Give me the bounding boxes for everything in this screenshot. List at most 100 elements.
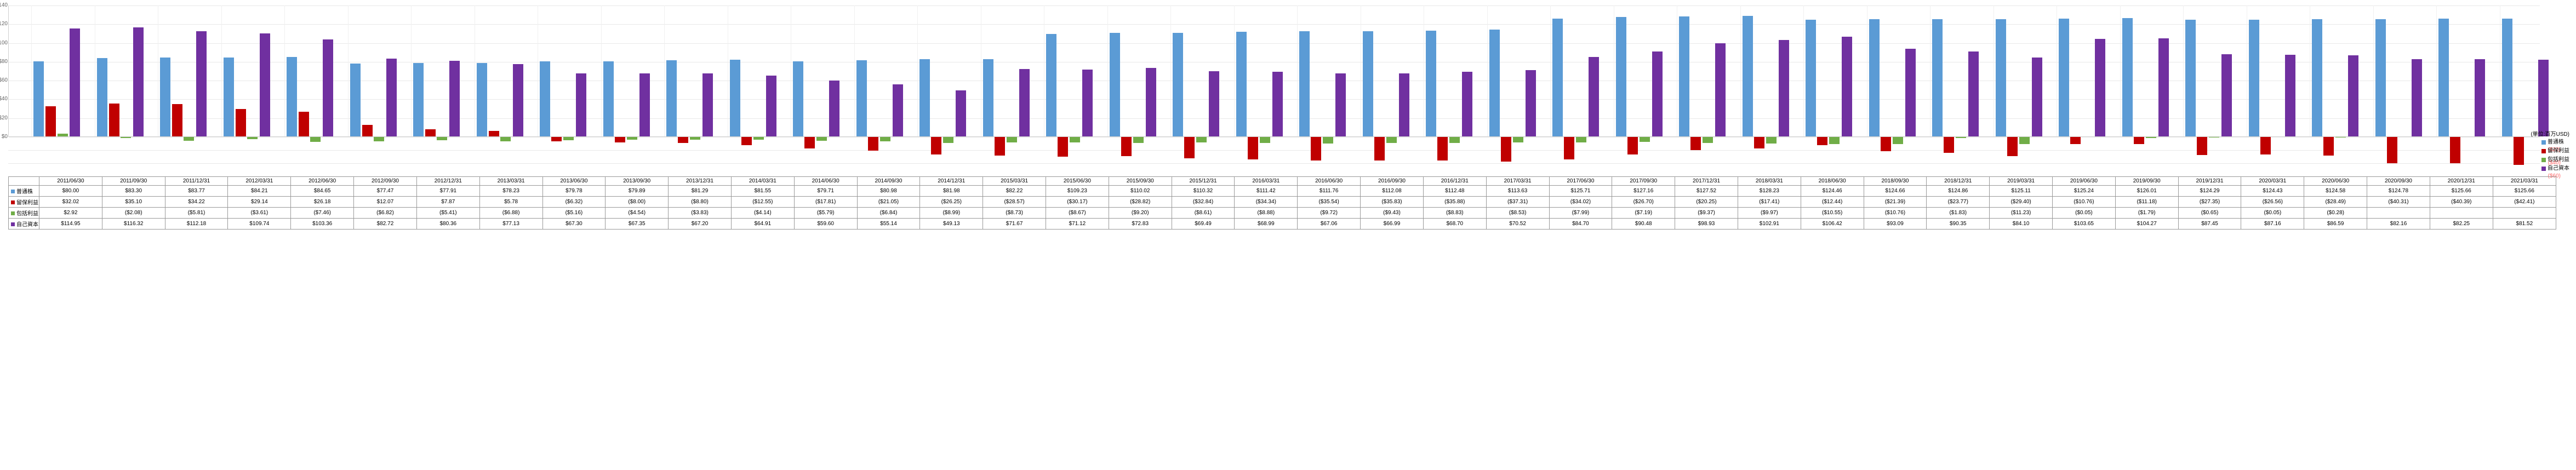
bar: [1046, 34, 1056, 136]
table-cell: $82.16: [2367, 219, 2430, 230]
table-cell: $124.86: [1927, 186, 1990, 197]
table-cell: $77.13: [479, 219, 542, 230]
bar: [1335, 73, 1346, 136]
table-cell: ($17.41): [1738, 197, 1801, 208]
y-axis-label: $60: [0, 77, 8, 83]
bar-negative: [1449, 137, 1460, 143]
bar: [1652, 51, 1663, 136]
table-cell: 2013/09/30: [606, 177, 669, 186]
bar-negative: [943, 137, 953, 143]
table-cell: $67.30: [542, 219, 606, 230]
bar-negative: [247, 137, 258, 139]
table-cell: ($21.39): [1864, 197, 1927, 208]
bar: [1363, 31, 1373, 136]
bar-negative: [2007, 137, 2018, 156]
table-cell: ($7.46): [291, 208, 354, 219]
bar-negative: [1956, 137, 1966, 138]
table-cell: ($8.88): [1235, 208, 1298, 219]
table-cell: $55.14: [857, 219, 920, 230]
table-cell: 2021/03/31: [2493, 177, 2556, 186]
table-cell: ($20.25): [1675, 197, 1738, 208]
bar: [2249, 20, 2259, 136]
table-cell: $112.08: [1361, 186, 1424, 197]
bar-negative: [1248, 137, 1258, 159]
table-cell: $87.45: [2178, 219, 2241, 230]
bar: [1209, 71, 1219, 136]
legend-item: 包括利益: [2541, 156, 2569, 164]
bar-negative: [1690, 137, 1701, 150]
bar-negative: [2387, 137, 2397, 163]
bar-negative: [995, 137, 1005, 156]
table-cell: ($4.14): [731, 208, 794, 219]
bar: [856, 60, 867, 136]
table-cell: 2019/06/30: [2053, 177, 2116, 186]
table-cell: 2012/12/31: [416, 177, 479, 186]
table-cell: $116.32: [102, 219, 165, 230]
table-cell: ($17.81): [794, 197, 857, 208]
bar: [1715, 43, 1726, 136]
table-cell: $80.36: [416, 219, 479, 230]
bar: [730, 60, 740, 136]
bar: [1426, 31, 1436, 136]
negative-area: ($20)($40)($60): [8, 137, 2540, 176]
table-cell: $127.16: [1612, 186, 1675, 197]
table-cell: $114.95: [39, 219, 102, 230]
table-cell: $90.35: [1927, 219, 1990, 230]
bar: [1968, 51, 1979, 136]
bar: [1299, 31, 1310, 136]
table-cell: $124.58: [2304, 186, 2367, 197]
table-cell: $77.47: [354, 186, 417, 197]
bar-negative: [1184, 137, 1195, 158]
table-cell: ($8.67): [1046, 208, 1109, 219]
legend: 普通株留保利益包括利益自己資本: [2541, 138, 2569, 173]
table-cell: ($34.34): [1235, 197, 1298, 208]
table-cell: $78.23: [479, 186, 542, 197]
bar: [1932, 19, 1943, 136]
y-axis-label: $20: [0, 115, 8, 121]
bar-negative: [1627, 137, 1638, 154]
table-cell: $109.74: [228, 219, 291, 230]
table-cell: $124.43: [2241, 186, 2304, 197]
table-cell: 2016/12/31: [1423, 177, 1486, 186]
bar: [260, 33, 270, 136]
table-cell: $93.09: [1864, 219, 1927, 230]
bar: [2095, 39, 2105, 136]
table-cell: 2013/12/31: [669, 177, 732, 186]
table-cell: ($8.53): [1486, 208, 1549, 219]
bar-negative: [1640, 137, 1650, 142]
table-cell: $98.93: [1675, 219, 1738, 230]
data-table: 2011/06/302011/09/302011/12/312012/03/31…: [8, 176, 2556, 230]
table-cell: $84.70: [1549, 219, 1612, 230]
table-cell: 2016/09/30: [1361, 177, 1424, 186]
bar: [1019, 69, 1030, 136]
table-cell: $49.13: [920, 219, 983, 230]
bar: [1589, 57, 1599, 136]
table-cell: 2014/06/30: [794, 177, 857, 186]
bar: [299, 112, 309, 136]
table-cell: ($23.77): [1927, 197, 1990, 208]
table-cell: $79.78: [542, 186, 606, 197]
table-cell: 2012/09/30: [354, 177, 417, 186]
bar: [2122, 18, 2133, 136]
bar-negative: [374, 137, 384, 141]
bar: [45, 106, 56, 136]
bar: [1272, 72, 1283, 136]
table-cell: $68.99: [1235, 219, 1298, 230]
table-cell: 2011/06/30: [39, 177, 102, 186]
table-cell: ($40.39): [2430, 197, 2493, 208]
table-cell: $90.48: [1612, 219, 1675, 230]
table-cell: ($3.61): [228, 208, 291, 219]
table-cell: $113.63: [1486, 186, 1549, 197]
bar-negative: [121, 137, 131, 138]
table-cell: $68.70: [1423, 219, 1486, 230]
table-cell: ($34.02): [1549, 197, 1612, 208]
bar: [58, 134, 68, 136]
table-cell: ($35.88): [1423, 197, 1486, 208]
bar-negative: [1564, 137, 1574, 159]
bar: [1082, 70, 1093, 136]
table-cell: ($9.43): [1361, 208, 1424, 219]
bar: [2375, 19, 2386, 136]
bar-negative: [804, 137, 815, 148]
table-cell: 2016/06/30: [1298, 177, 1361, 186]
table-cell: ($35.83): [1361, 197, 1424, 208]
